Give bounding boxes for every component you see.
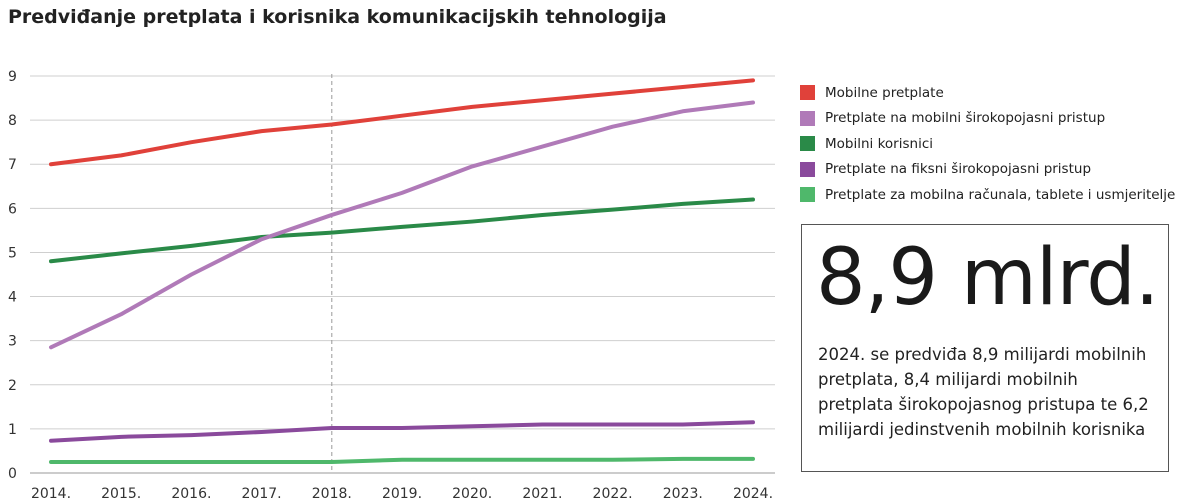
legend-label: Pretplate na mobilni širokopojasni prist… [825,110,1106,127]
y-tick-label: 2 [8,378,17,394]
series-lines [49,78,755,464]
chart-title: Predviđanje pretplata i korisnika komuni… [8,6,667,28]
x-tick-label: 2016. [171,486,211,502]
legend-item: Mobilni korisnici [800,131,1175,157]
legend-swatch [800,136,815,152]
legend-item: Mobilne pretplate [800,80,1175,106]
legend-item: Pretplate za mobilna računala, tablete i… [800,182,1175,208]
y-tick-label: 3 [8,334,17,350]
callout-headline: 8,9 mlrd. [816,233,1159,323]
y-axis-ticks: 0 1 2 3 4 5 6 7 8 9 [8,69,17,482]
x-tick-label: 2014. [31,486,71,502]
y-tick-label: 5 [8,245,17,261]
legend-label: Mobilni korisnici [825,135,933,152]
legend-swatch [800,187,815,203]
legend-item: Pretplate na fiksni širokopojasni pristu… [800,157,1175,183]
x-tick-label: 2018. [312,486,352,502]
line-chart: 0 1 2 3 4 5 6 7 8 9 2014. 2015. 2016. 2017. 2018. 2019… [8,69,775,502]
legend: Mobilne pretplate Pretplate na mobilni ši… [800,80,1175,208]
y-tick-label: 6 [8,201,17,217]
x-tick-label: 2015. [101,486,141,502]
series-line-1 [49,78,755,167]
y-tick-label: 1 [8,422,17,438]
series-line-4 [49,420,755,443]
x-tick-label: 2017. [242,486,282,502]
y-tick-label: 0 [8,466,17,482]
y-tick-label: 9 [8,69,17,85]
series-line-3 [49,197,755,264]
legend-swatch [800,85,815,101]
y-tick-label: 7 [8,157,17,173]
legend-swatch [800,110,815,126]
y-tick-label: 8 [8,113,17,129]
callout-description: 2024. se predviđa 8,9 milijardi mobilnih… [818,345,1149,439]
legend-label: Pretplate na fiksni širokopojasni pristu… [825,161,1092,178]
grid [30,74,775,474]
x-axis-ticks: 2014. 2015. 2016. 2017. 2018. 2019. 2020. 2021.… [31,486,773,502]
highlight-callout: 8,9 mlrd. 2024. se predviđa 8,9 milijard… [801,224,1169,472]
x-tick-label: 2021. [522,486,562,502]
y-tick-label: 4 [8,290,17,306]
x-tick-label: 2019. [382,486,422,502]
legend-label: Mobilne pretplate [825,84,944,101]
legend-item: Pretplate na mobilni širokopojasni prist… [800,106,1175,132]
x-tick-label: 2023. [663,486,703,502]
x-tick-label: 2020. [452,486,492,502]
legend-swatch [800,161,815,177]
legend-label: Pretplate za mobilna računala, tablete i… [825,186,1176,203]
series-line-2 [49,100,755,350]
x-tick-label: 2022. [593,486,633,502]
series-line-5 [49,456,755,464]
x-tick-label: 2024. [733,486,773,502]
